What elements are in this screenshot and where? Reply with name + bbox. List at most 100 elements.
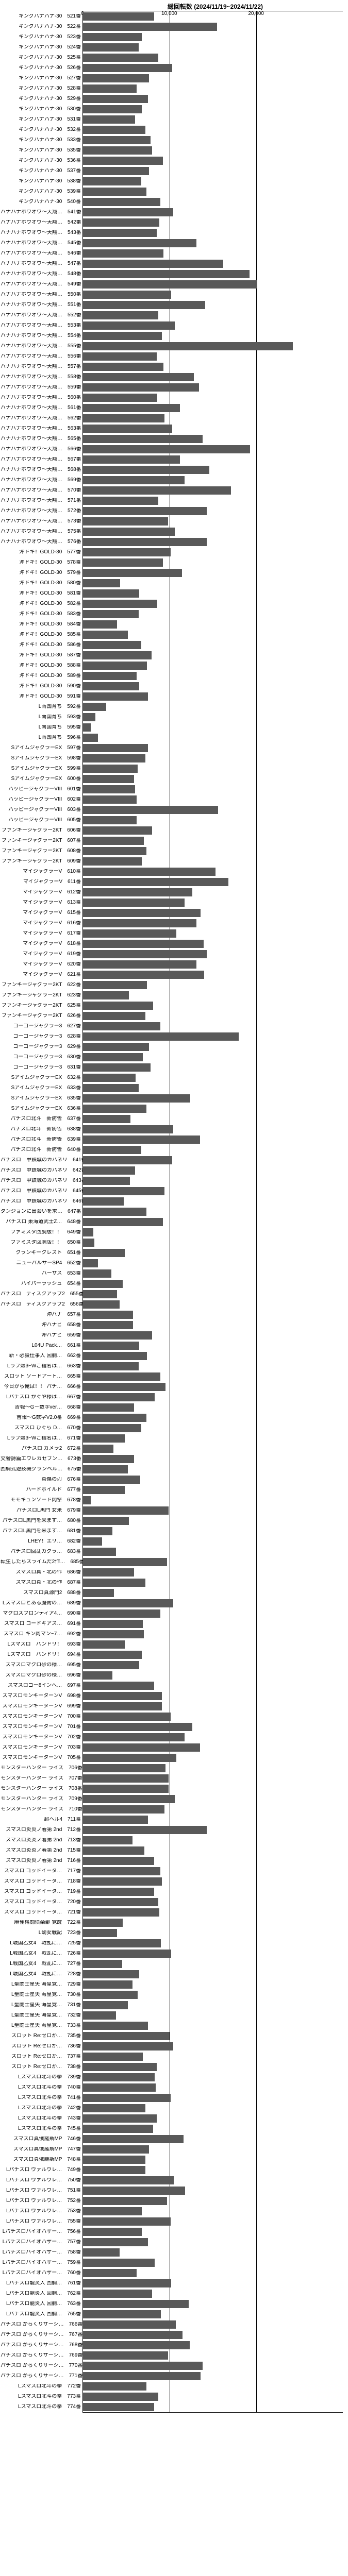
bar-row: キングハナハナ-30 539番 [83,187,343,197]
bar [83,2269,137,2277]
bar-label: スマスロ ゴッドイータ… 719番 [1,1889,83,1894]
bar-row: スロット Re:ゼロか… 738番 [83,2062,343,2072]
bar [83,1991,138,1999]
bar-label: キングハナハナ-30 529番 [1,96,83,101]
bar-row: 沖ドキ！GOLD-30 588番 [83,660,343,671]
bar-label: L聖闘士星矢 海皇覚… 731番 [1,2003,83,2008]
bar-label: キングハナハナ-30 524番 [1,45,83,50]
bar-row: ハナハナホウオウ～天翔… 571番 [83,496,343,506]
bar-label: ハナハナホウオウ～天翔… 553番 [1,323,83,328]
bar [83,1774,169,1783]
bar-label: パチスロ ガメラ2 672番 [1,1446,83,1451]
bar-label: キングハナハナ-30 527番 [1,76,83,81]
bar-label: L戦国乙女4 戦乱に… 725番 [1,1941,83,1946]
bar-row: スマスロ ゴッドイータ… 717番 [83,1866,343,1876]
bar-row: スマスロモンキーターンV 699番 [83,1701,343,1711]
bar-row: ハナハナホウオウ～天翔… 551番 [83,300,343,310]
bar [83,23,217,31]
bar [83,1228,93,1236]
bar [83,352,157,361]
bar-row: スマスロ ゴッドイータ… 720番 [83,1897,343,1907]
bar [83,1960,122,1968]
bar-label: クランキークレスト 651番 [1,1250,83,1256]
bar-label: スマスロマクロ砂の様… 696番 [1,1673,83,1678]
bar-label: 回胴式遊技機グランベル… 675番 [1,1467,83,1472]
bar-label: L聖闘士星矢 海皇覚… 730番 [1,1992,83,1997]
bar-label: L戦国乙女4 戦乱に… 727番 [1,1961,83,1967]
bar [83,816,137,824]
bar-label: 沖ドキ！GOLD-30 582番 [1,601,83,606]
bar [83,43,139,52]
bar-label: SアイムジャグラーEX 598番 [1,756,83,761]
bar [83,517,168,526]
bar-label: パチスロ 甲鉄城のカバネリ 642番 [1,1168,83,1173]
bar-label: ファンキージャグラー2KT 608番 [1,849,83,854]
bar-row: Lスマスロ北斗の拳 742番 [83,2103,343,2113]
bar-label: Lスマスロ北斗の拳 773番 [1,2394,83,2399]
bar-row: マイジャグラーV 612番 [83,887,343,897]
bar-label: モンスターハンター ライズ 709番 [1,1797,83,1802]
bar [83,208,173,216]
bar-row: スマスロモンキーターンV 703番 [83,1742,343,1753]
bar-row: キングハナハナ-30 540番 [83,197,343,207]
bar-label: ニューパルサーSP4 652番 [1,1261,83,1266]
bar [83,2300,189,2308]
bar-label: 沖ハナビ 658番 [1,1323,83,1328]
bar-label: ファンキージャグラー2KT 625番 [1,1003,83,1008]
bar-label: スマスロ ゴッドイータ… 721番 [1,1910,83,1915]
bar-label: 新・必殺仕事人 回胴… 662番 [1,1353,83,1359]
bar [83,2320,176,2329]
bar [83,126,145,134]
bar [83,1713,171,1721]
bar-label: パチスロ 甲鉄城のカバネリ 643番 [1,1178,83,1183]
bar-row: モンスターハンター ライズ 708番 [83,1784,343,1794]
bar [83,723,91,732]
bar-label: スロット Re:ゼロか… 735番 [1,2033,83,2039]
bar [83,1434,125,1443]
bar-row: 沖ドキ！GOLD-30 590番 [83,681,343,691]
bar [83,157,163,165]
bar-row: キングハナハナ-30 528番 [83,83,343,94]
bar-label: スマスロ真源門2 688番 [1,1590,83,1596]
bar-label: ファンキージャグラー2KT 609番 [1,859,83,864]
bar-label: モンスターハンター ライズ 710番 [1,1807,83,1812]
bar [83,888,192,896]
bar [83,239,196,247]
bar-label: キングハナハナ-30 530番 [1,107,83,112]
bar-row: ハナハナホウオウ～天翔… 558番 [83,372,343,382]
bar [83,455,180,464]
bar [83,1331,152,1340]
bar-row: スマスロマクロ砂の様… 695番 [83,1660,343,1670]
bar-label: ファンキージャグラー2KT 606番 [1,828,83,833]
bar-row: Lスマスロ北斗の拳 745番 [83,2124,343,2134]
bar [83,2042,173,2050]
bar-label: モモキュンソード閃撃 678番 [1,1498,83,1503]
bar-row: 沖ドキ！GOLD-30 583番 [83,609,343,619]
bar-label: 沖ドキ！GOLD-30 589番 [1,673,83,679]
bar-row: スロット ソードアート… 665番 [83,1371,343,1382]
bar [83,2053,143,2061]
bar-row: ハナハナホウオウ～天翔… 575番 [83,527,343,537]
bar-row: パチスロ 東海道武士Z… 648番 [83,1217,343,1227]
bar-row: Lパチスロ ヴァルヴレ… 752番 [83,2196,343,2206]
bar-row: スロット Re:ゼロか… 735番 [83,2031,343,2041]
bar-row: 回胴式遊技機グランベル… 675番 [83,1464,343,1475]
bar-row: Lラブ嬢3~Wご指名は… 671番 [83,1433,343,1444]
bar-label: ハッピージャグラーVIII 603番 [1,807,83,812]
bar-row: ハナハナホウオウ～天翔… 560番 [83,393,343,403]
bar [83,589,139,598]
bar [83,1537,102,1546]
bar-label: パチスロ ディスクアップ2 656番 [1,1302,83,1307]
bar [83,2403,154,2411]
bar [83,363,163,371]
bar-label: SアイムジャグラーEX 600番 [1,776,83,782]
bar-label: L戦国乙女4 戦乱に… 728番 [1,1972,83,1977]
bar-label: ゴーゴージャグラー3 631番 [1,1065,83,1070]
bar-label: Lスマスロ北斗の拳 740番 [1,2085,83,2090]
bar [83,1671,112,1680]
bar [83,1115,130,1123]
bar-row: パチスロ からくりサーシ… 768番 [83,2340,343,2350]
bar-row: スマスロ キン肉マン~7… 692番 [83,1629,343,1639]
bar-label: SアイムジャグラーEX 597番 [1,745,83,751]
bar-label: L南国育ち 596番 [1,735,83,740]
